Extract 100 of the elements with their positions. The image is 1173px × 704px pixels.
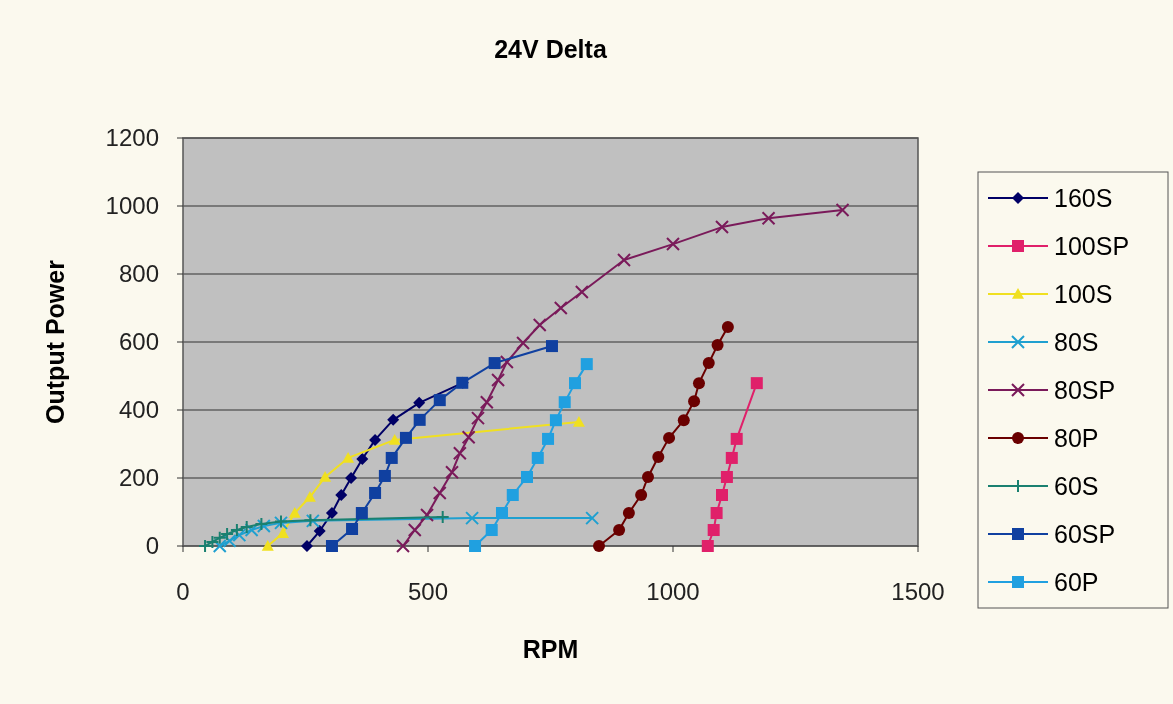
point [574,285,589,300]
point [593,540,606,552]
legend-label: 60S [1054,472,1099,500]
y-tick-label: 800 [118,260,159,287]
point [532,318,547,332]
point [495,507,508,520]
point [288,507,301,518]
y-tick-label: 1000 [105,192,159,219]
point [720,470,733,483]
point [725,451,738,464]
point [488,357,501,370]
point [407,523,422,538]
point [835,203,850,218]
point [613,524,626,537]
point [715,220,729,235]
point [465,511,480,526]
point [545,340,558,353]
point [261,540,274,551]
point [491,373,506,388]
point [666,237,680,252]
point [387,413,400,426]
legend-label: 80P [1054,424,1099,452]
point [750,377,763,390]
point [433,394,446,407]
point [346,523,359,535]
point [585,511,600,526]
point [701,540,714,552]
legend-label: 100S [1054,280,1113,308]
point [335,489,348,501]
legend-label: 60P [1054,568,1099,596]
point [479,395,494,410]
x-tick-label: 1000 [646,578,700,605]
point [721,321,734,334]
point [355,507,368,520]
point [542,432,555,445]
point [663,431,676,444]
legend-label: 100SP [1054,232,1130,260]
point [572,415,585,427]
point [325,507,338,520]
point [516,336,531,351]
point [244,523,259,538]
point [580,358,593,371]
point [399,431,412,444]
point [229,523,244,538]
point [469,540,482,552]
point [435,510,450,525]
legend-label: 80SP [1054,376,1116,404]
point [652,450,665,463]
point [212,530,227,545]
point [413,396,426,409]
point [761,211,776,226]
point [617,253,631,268]
x-tick-label: 500 [407,578,449,605]
point [710,507,723,520]
point [420,508,435,523]
point [342,451,355,463]
x-axis-title: RPM [522,635,579,663]
y-tick-label: 600 [118,328,159,355]
legend-label: 80S [1054,328,1099,356]
point [730,432,743,445]
point [369,486,382,499]
y-axis-title: Output Power [41,259,69,424]
point [239,519,254,534]
y-tick-label: 400 [118,396,159,423]
x-tick-label: 1500 [891,578,945,605]
point [642,470,655,483]
point [520,470,533,483]
point [432,485,447,500]
point [702,357,715,370]
point [313,525,326,538]
point [345,472,358,484]
chart-title: 24V Delta [494,35,608,63]
point [711,339,724,352]
point [445,465,460,480]
point [220,527,235,542]
point [319,470,332,482]
point [553,301,568,315]
point [303,491,316,502]
point [388,433,401,445]
point [300,540,313,552]
point [369,433,382,446]
point [499,355,514,370]
y-tick-label: 0 [145,532,159,559]
point [622,507,635,520]
point [677,414,690,427]
point [707,524,720,537]
point [452,446,467,461]
point [635,489,648,501]
y-tick-label: 200 [118,464,159,491]
point [569,377,581,390]
point [378,469,391,482]
point [276,527,289,538]
point [692,377,705,390]
point [470,411,485,426]
point [506,489,519,501]
legend-label: 160S [1054,184,1113,212]
point [558,396,571,409]
y-tick-label: 1200 [105,124,159,151]
point [232,528,247,543]
point [716,489,728,501]
